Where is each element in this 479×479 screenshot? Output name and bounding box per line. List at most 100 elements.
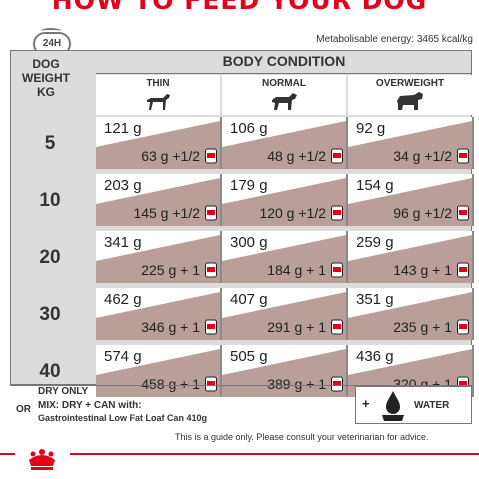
feeding-cell: 179 g 120 g +1/2 [222,174,348,226]
feeding-cell: 154 g 96 g +1/2 [348,174,474,226]
mix-amount: 120 g +1/2 [259,205,326,221]
water-label: WATER [414,400,450,411]
can-icon [331,262,343,278]
feeding-cell: 462 g 346 g + 1 [96,288,222,340]
feeding-cell: 259 g 143 g + 1 [348,231,474,283]
energy-label: Metabolisable energy: 3465 kcal/kg [316,34,473,45]
feeding-cell: 92 g 34 g +1/2 [348,117,474,169]
dry-amount: 92 g [356,120,386,137]
dry-amount: 300 g [230,234,268,251]
water-legend: + WATER [355,386,472,424]
mix-wedge [222,292,346,340]
can-icon [205,262,217,278]
feeding-cell: 341 g 225 g + 1 [96,231,222,283]
mix-amount: 235 g + 1 [393,319,452,335]
column-normal: NORMAL [222,75,346,115]
mix-amount: 458 g + 1 [141,376,200,392]
column-normal-label: NORMAL [262,78,306,89]
feeding-cell: 574 g 458 g + 1 [96,345,222,397]
column-thin-label: THIN [146,78,170,89]
mix-amount: 291 g + 1 [267,319,326,335]
water-plus: + [362,396,370,411]
weight-header-line-2: WEIGHT [22,71,70,85]
mix-wedge [348,121,472,169]
mix-wedge [222,121,346,169]
mix-amount: 48 g +1/2 [267,148,326,164]
mix-wedge [96,235,220,283]
feeding-cell: 407 g 291 g + 1 [222,288,348,340]
can-icon [205,376,217,392]
weight-value: 10 [39,190,61,211]
dry-amount: 259 g [356,234,394,251]
can-icon [205,205,217,221]
mix-amount: 389 g + 1 [267,376,326,392]
dry-amount: 106 g [230,120,268,137]
page-title: HOW TO FEED YOUR DOG [51,0,428,15]
mix-amount: 346 g + 1 [141,319,200,335]
royal-canin-logo [15,440,70,474]
mix-wedge [96,292,220,340]
feeding-cell: 203 g 145 g +1/2 [96,174,222,226]
can-icon [457,262,469,278]
feeding-cell: 106 g 48 g +1/2 [222,117,348,169]
can-icon [331,148,343,164]
feeding-cell: 300 g 184 g + 1 [222,231,348,283]
can-icon [457,205,469,221]
dry-amount: 574 g [104,348,142,365]
dry-amount: 351 g [356,291,394,308]
clock-label: 24H [42,38,62,49]
can-icon [331,376,343,392]
dog-normal-icon [272,93,297,110]
mix-wedge [348,178,472,226]
dog-thin-icon [147,94,170,110]
mix-wedge [348,235,472,283]
feeding-cell: 121 g 63 g +1/2 [96,117,222,169]
column-overweight-label: OVERWEIGHT [375,78,445,89]
mix-amount: 63 g +1/2 [141,148,200,164]
dry-amount: 462 g [104,291,142,308]
brand-line [0,453,479,455]
can-icon [205,319,217,335]
legend-dry-only: DRY ONLY [38,386,89,397]
mix-wedge [96,121,220,169]
mix-wedge [348,292,472,340]
mix-amount: 34 g +1/2 [393,148,452,164]
weight-header: DOG WEIGHT KG [16,57,76,99]
weight-value: 5 [44,133,56,154]
legend-mix-detail: Gastrointestinal Low Fat Loaf Can 410g [38,413,208,423]
dry-amount: 407 g [230,291,268,308]
mix-wedge [222,178,346,226]
feeding-cell: 505 g 389 g + 1 [222,345,348,397]
feeding-cell: 351 g 235 g + 1 [348,288,474,340]
dry-amount: 203 g [104,177,142,194]
dry-amount: 154 g [356,177,394,194]
weight-header-line-1: DOG [32,57,60,71]
can-icon [331,205,343,221]
can-icon [457,148,469,164]
dry-amount: 121 g [104,120,142,137]
dry-amount: 179 g [230,177,268,194]
weight-value: 20 [39,247,61,268]
mix-wedge [96,178,220,226]
can-icon [331,319,343,335]
legend-mix: MIX: DRY + CAN with: [38,400,142,411]
dog-overweight-icon [397,92,423,110]
footer-note: This is a guide only. Please consult you… [175,432,429,442]
mix-amount: 96 g +1/2 [393,205,452,221]
dry-amount: 505 g [230,348,268,365]
header-divider [96,73,472,74]
dry-amount: 436 g [356,348,394,365]
mix-amount: 184 g + 1 [267,262,326,278]
column-overweight: OVERWEIGHT [348,75,472,115]
mix-wedge [222,235,346,283]
legend-divider [10,385,472,386]
weight-header-line-3: KG [37,85,55,99]
can-icon [457,319,469,335]
can-icon [205,148,217,164]
mix-amount: 225 g + 1 [141,262,200,278]
weight-value: 40 [39,361,61,382]
mix-amount: 145 g +1/2 [133,205,200,221]
dry-amount: 341 g [104,234,142,251]
body-condition-header: BODY CONDITION [222,53,346,69]
column-thin: THIN [96,75,220,115]
